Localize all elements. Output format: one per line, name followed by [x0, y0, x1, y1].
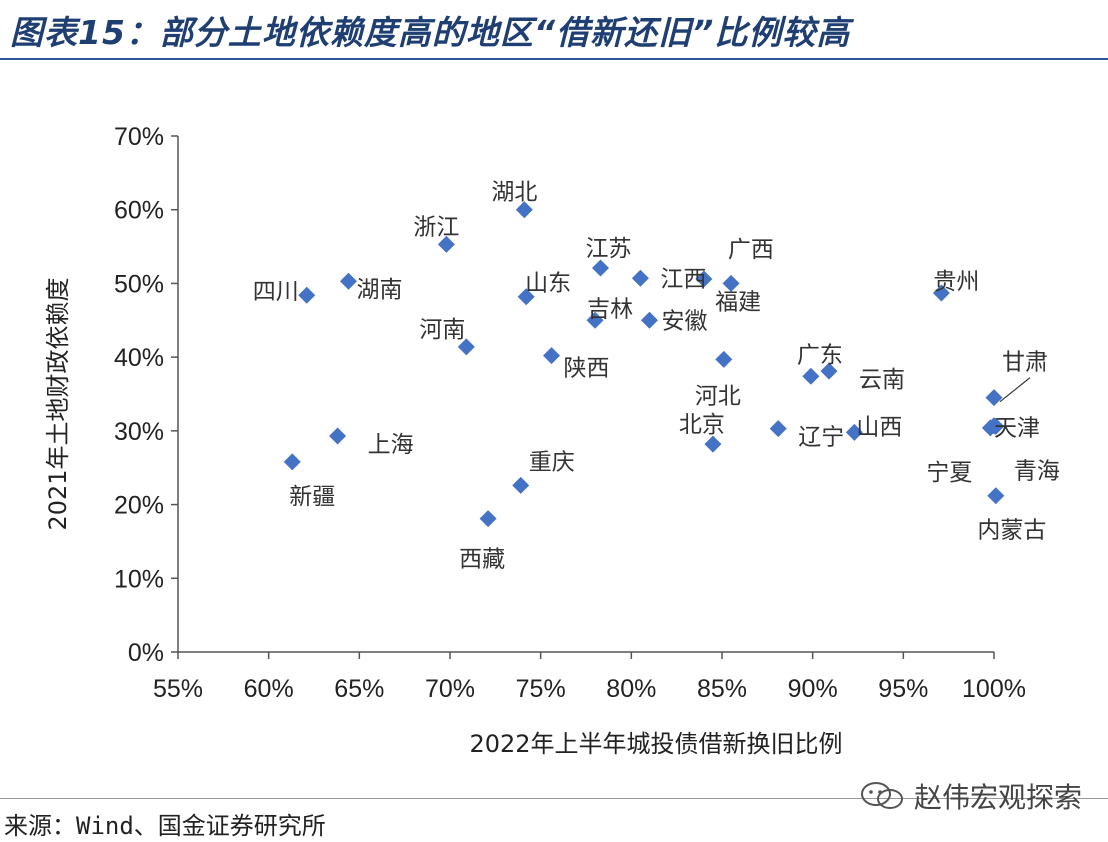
y-tick-label: 40%	[114, 344, 164, 372]
point-label-青海: 青海	[1014, 458, 1060, 484]
point-label-河南: 河南	[419, 317, 465, 343]
point-label-云南: 云南	[859, 367, 905, 393]
scatter-chart: 0% 10% 20% 30% 40% 50% 60% 70% 55% 60% 65% 70% 75% 80…	[44, 123, 1060, 758]
point-marker-山西	[845, 423, 863, 441]
x-tick-label: 80%	[606, 675, 656, 703]
point-marker-湖北	[515, 201, 533, 219]
point-label-上海: 上海	[368, 432, 414, 458]
point-label-四川: 四川	[253, 279, 299, 305]
y-tick-label: 60%	[114, 197, 164, 225]
x-tick-label: 65%	[334, 675, 384, 703]
x-tick-label: 60%	[244, 675, 294, 703]
point-label-辽宁: 辽宁	[798, 425, 844, 451]
point-label-安徽: 安徽	[661, 308, 707, 334]
point-label-广西: 广西	[728, 237, 774, 263]
point-marker-江苏	[592, 259, 610, 277]
point-marker-辽宁	[769, 420, 787, 438]
source-note: 来源：Wind、国金证券研究所	[4, 812, 326, 840]
point-marker-上海	[329, 427, 347, 445]
y-tick-label: 30%	[114, 418, 164, 446]
watermark: 赵伟宏观探索	[860, 776, 1082, 816]
footer-divider	[0, 798, 1108, 799]
chart-tick-labels: 0% 10% 20% 30% 40% 50% 60% 70% 55% 60% 65% 70% 75% 80…	[114, 123, 1026, 703]
y-tick-label: 70%	[114, 123, 164, 151]
x-tick-label: 70%	[425, 675, 475, 703]
chart-points	[283, 201, 1005, 528]
point-label-湖北: 湖北	[491, 180, 537, 206]
x-tick-label: 55%	[153, 675, 203, 703]
point-label-贵州: 贵州	[933, 269, 979, 295]
point-marker-吉林	[586, 311, 604, 329]
point-marker-北京	[704, 435, 722, 453]
wechat-icon	[861, 782, 903, 809]
y-tick-label: 50%	[114, 270, 164, 298]
point-marker-浙江	[437, 235, 455, 253]
point-label-陕西: 陕西	[564, 356, 610, 382]
point-marker-广东	[802, 367, 820, 385]
point-marker-广西	[695, 270, 713, 288]
point-label-浙江: 浙江	[413, 214, 459, 240]
point-marker-重庆	[512, 476, 530, 494]
chart-point-labels: 湖北浙江四川 湖南 山东江苏江西广西福建 吉林 安徽 河南陕西 贵州广东云南河北北京辽宁 山西…	[253, 180, 1060, 573]
gansu-leader-line	[999, 377, 1031, 403]
point-label-西藏: 西藏	[459, 547, 505, 573]
x-axis-title: 2022年上半年城投债借新换旧比例	[469, 730, 842, 758]
y-tick-label: 0%	[128, 639, 164, 667]
title-divider	[0, 58, 1108, 60]
point-label-宁夏: 宁夏	[926, 460, 972, 486]
point-label-吉林: 吉林	[587, 296, 633, 322]
point-marker-云南	[820, 362, 838, 380]
point-label-甘肃: 甘肃	[1002, 350, 1048, 376]
point-label-天津: 天津	[994, 416, 1040, 442]
point-marker-四川	[298, 286, 316, 304]
point-label-江西: 江西	[660, 266, 706, 292]
point-marker-福建	[722, 274, 740, 292]
y-axis-title: 2021年土地财政依赖度	[44, 277, 72, 530]
point-marker-山东	[517, 288, 535, 306]
watermark-text: 赵伟宏观探索	[914, 781, 1083, 814]
x-tick-label: 85%	[697, 675, 747, 703]
point-label-内蒙古: 内蒙古	[977, 518, 1046, 544]
point-label-福建: 福建	[715, 289, 761, 315]
point-label-重庆: 重庆	[529, 449, 575, 475]
y-tick-label: 10%	[114, 565, 164, 593]
point-label-山东: 山东	[525, 271, 571, 297]
point-label-江苏: 江苏	[586, 236, 632, 262]
point-marker-河南	[457, 338, 475, 356]
point-label-新疆: 新疆	[289, 484, 335, 510]
point-marker-新疆	[283, 453, 301, 471]
point-marker-青海	[987, 417, 1005, 435]
x-tick-label: 75%	[516, 675, 566, 703]
point-label-河北: 河北	[695, 383, 741, 409]
point-marker-河北	[715, 350, 733, 368]
chart-title: 图表15：部分土地依赖度高的地区“借新还旧”比例较高	[10, 13, 851, 52]
point-marker-贵州	[932, 284, 950, 302]
y-tick-label: 20%	[114, 492, 164, 520]
x-tick-label: 95%	[878, 675, 928, 703]
point-marker-江西	[631, 269, 649, 287]
point-marker-湖南	[339, 272, 357, 290]
point-marker-西藏	[479, 510, 497, 528]
x-tick-label: 90%	[788, 675, 838, 703]
point-marker-内蒙古	[987, 487, 1005, 505]
point-marker-陕西	[543, 347, 561, 365]
point-marker-安徽	[640, 311, 658, 329]
point-label-山西: 山西	[856, 414, 902, 440]
point-label-广东: 广东	[797, 342, 843, 368]
point-marker-甘肃	[985, 389, 1003, 407]
x-tick-label: 100%	[962, 675, 1026, 703]
point-label-北京: 北京	[679, 412, 725, 438]
point-label-湖南: 湖南	[356, 277, 402, 303]
chart-axes	[171, 135, 995, 659]
